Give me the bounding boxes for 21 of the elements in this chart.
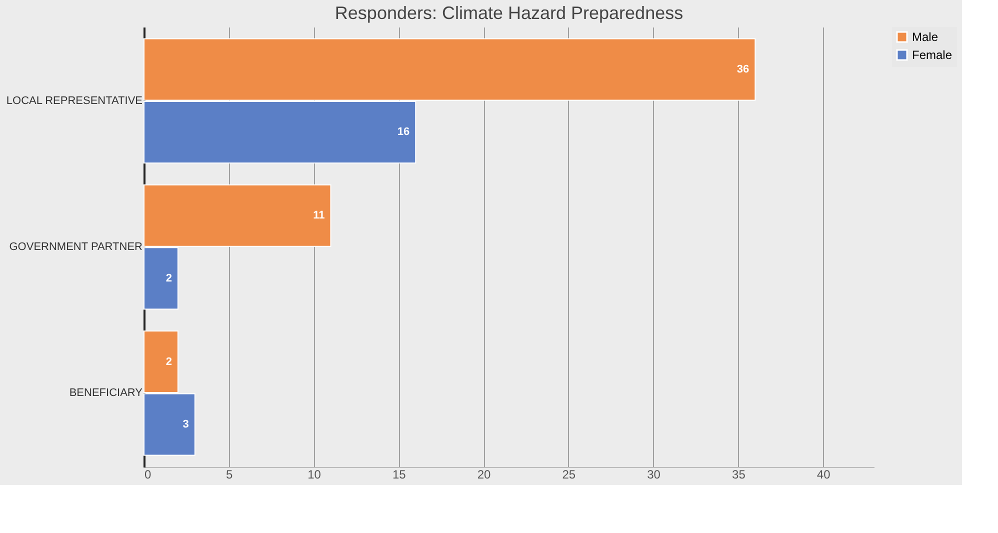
x-tick-label: 0 [144, 468, 152, 482]
x-tick-label: 30 [647, 468, 661, 482]
x-tick-label: 15 [392, 468, 406, 482]
data-label: 2 [166, 272, 172, 284]
x-tick-label: 40 [816, 468, 831, 482]
legend-label: Female [912, 48, 952, 62]
y-tick-label: BENEFICIARY [69, 387, 144, 400]
x-tick-label: 20 [477, 468, 492, 482]
legend-label: Male [912, 30, 938, 44]
data-label: 11 [313, 210, 325, 222]
data-label: 2 [166, 356, 172, 368]
x-tick-label: 5 [226, 468, 234, 482]
data-label: 16 [397, 126, 410, 138]
data-label: 3 [182, 418, 189, 431]
y-tick-label: LOCAL REPRESENTATIVE [6, 94, 142, 107]
y-tick-label: GOVERNMENT PARTNER [9, 241, 143, 253]
x-tick-label: 10 [308, 468, 322, 482]
x-tick-label: 35 [732, 468, 746, 482]
data-label: 36 [736, 63, 750, 76]
x-tick-label: 25 [562, 468, 576, 482]
chart-title: Responders: Climate Hazard Preparedness [334, 3, 684, 23]
